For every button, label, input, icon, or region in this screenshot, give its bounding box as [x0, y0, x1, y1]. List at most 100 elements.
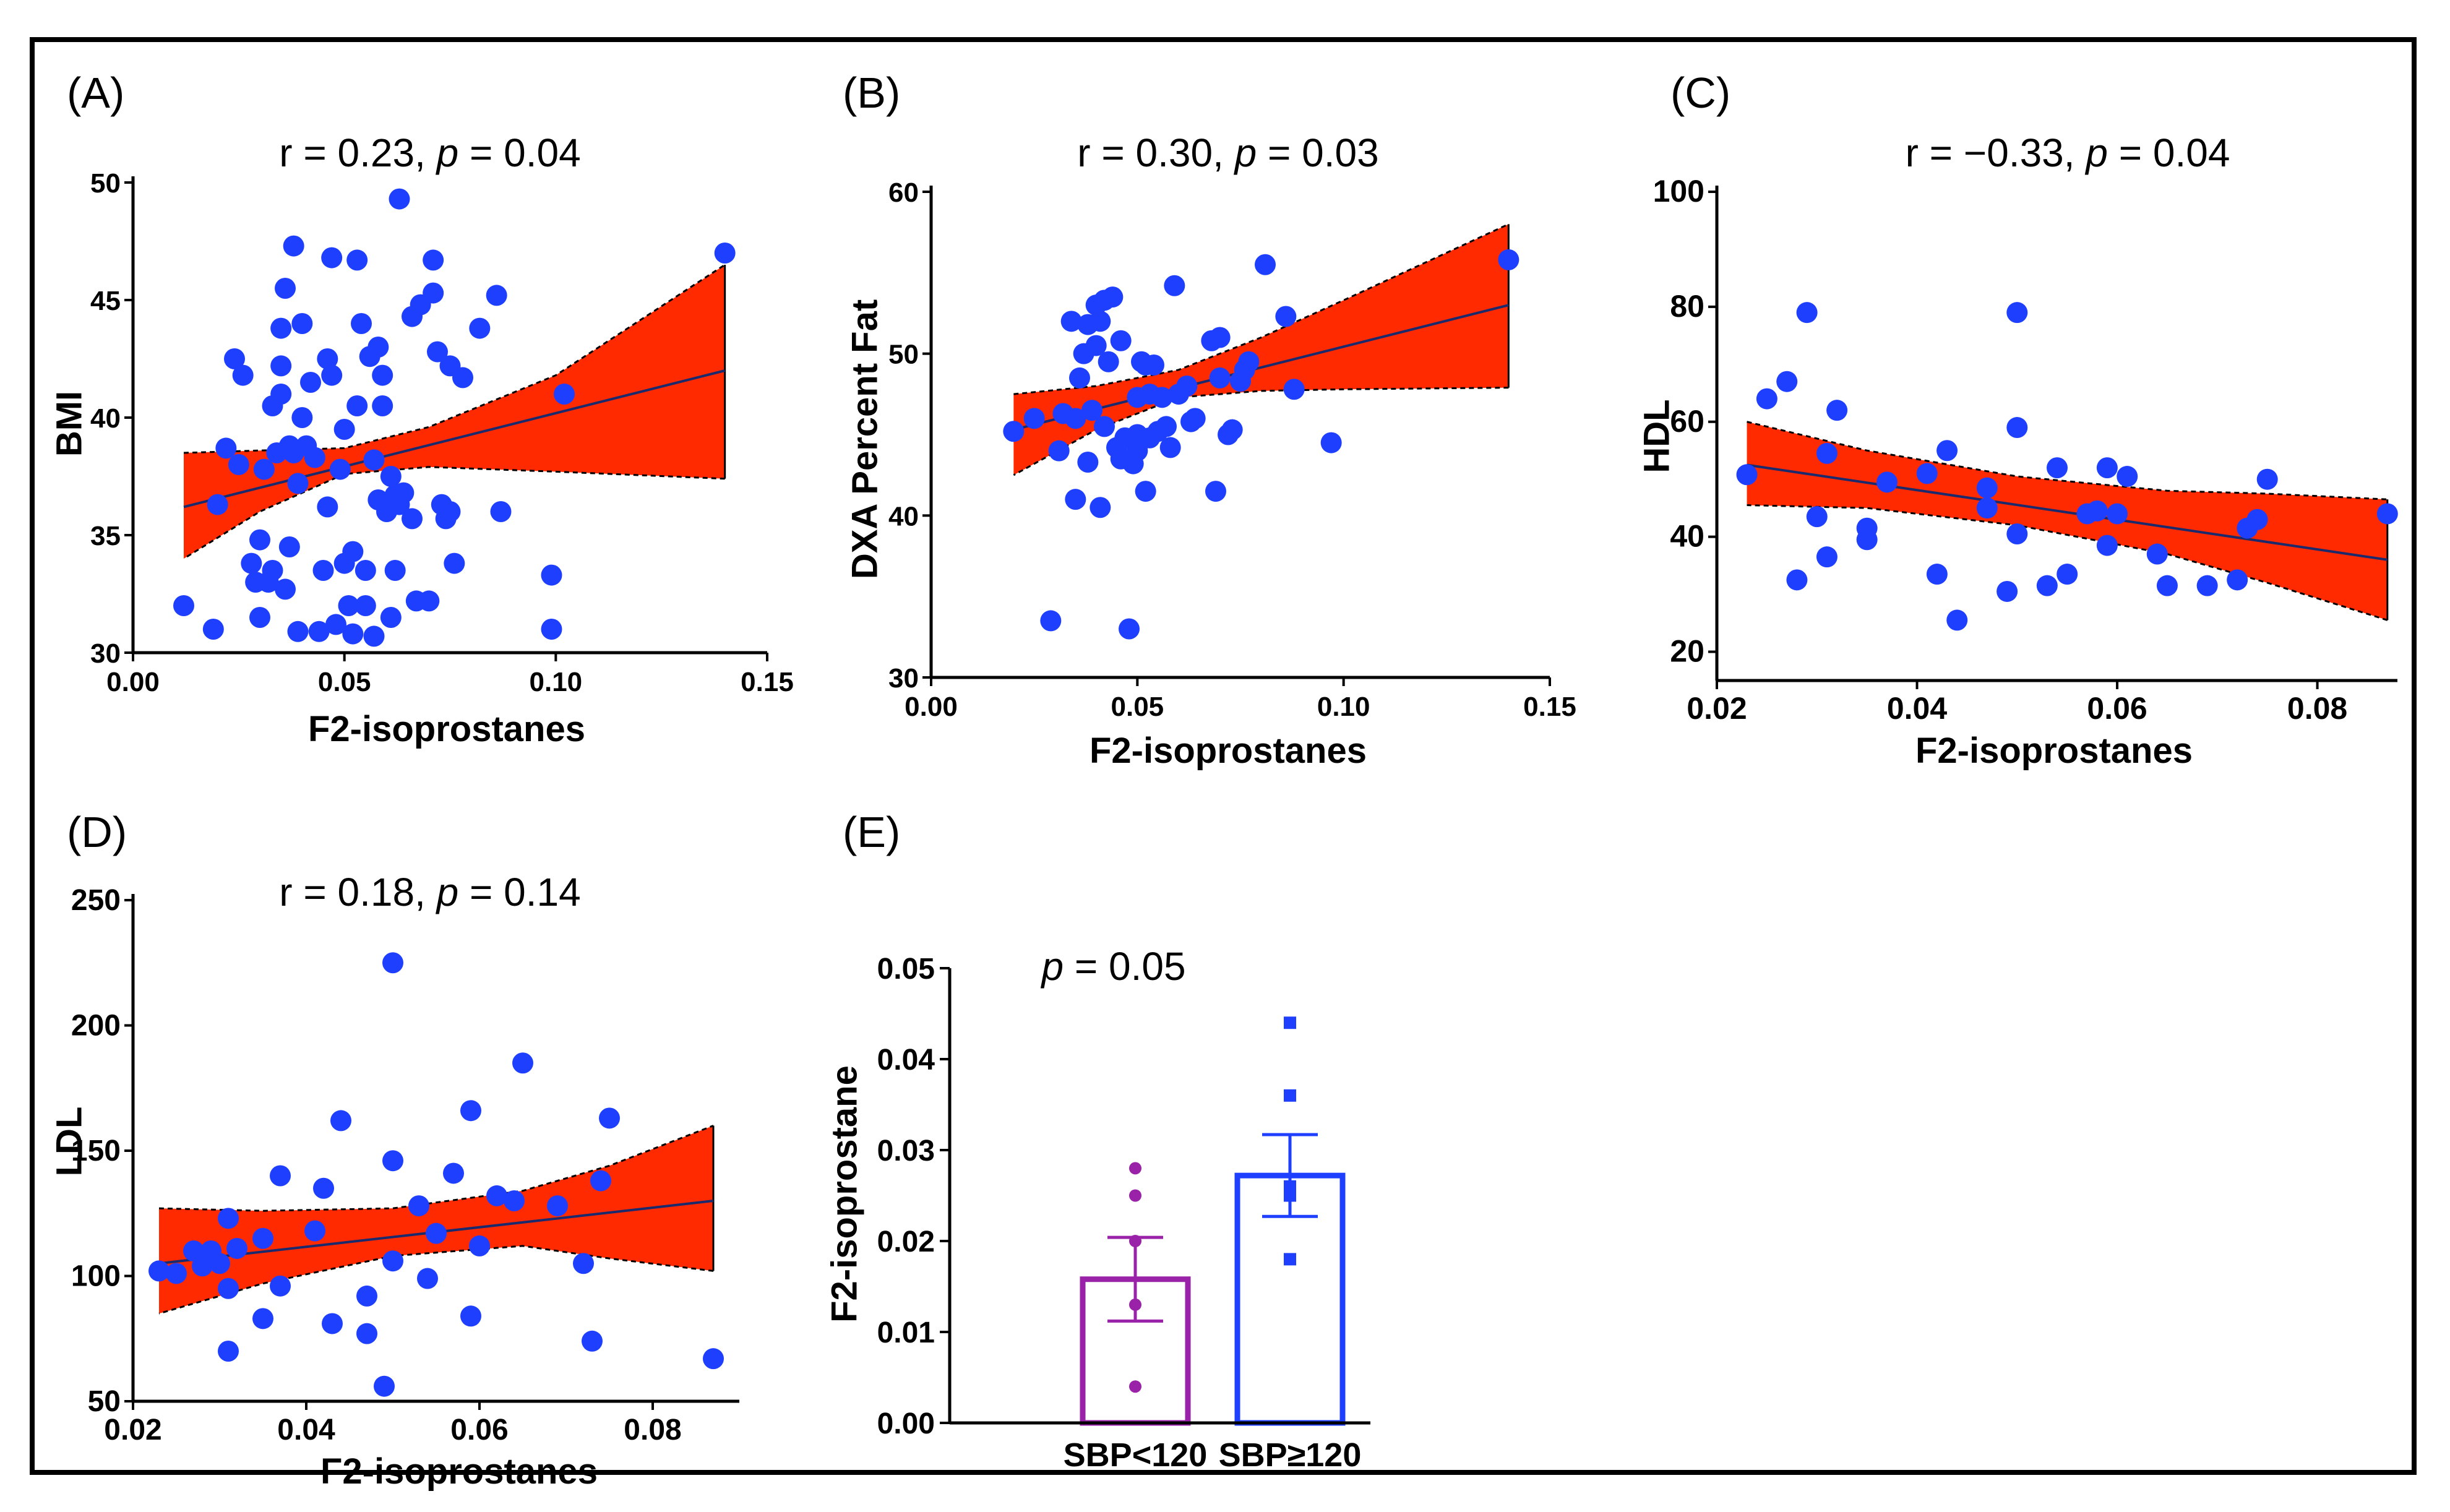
data-point	[541, 564, 562, 586]
band-upper-edge	[1013, 223, 1509, 395]
data-point	[389, 188, 410, 210]
data-point	[330, 1110, 351, 1132]
x-tick-label: 0.10	[1317, 692, 1370, 722]
data-point	[1164, 275, 1185, 296]
data-point	[368, 337, 389, 358]
data-point	[283, 235, 304, 257]
panel-a-label: (A)	[67, 69, 125, 117]
data-point	[382, 1250, 403, 1272]
panel-e-ylabel: F2-isoprostane	[824, 1065, 865, 1323]
y-tick-label: 200	[71, 1010, 121, 1042]
data-point	[547, 1195, 568, 1217]
data-point	[1786, 569, 1808, 591]
data-point	[300, 372, 321, 393]
data-point	[439, 501, 461, 522]
data-point	[355, 595, 376, 616]
data-point	[512, 1052, 533, 1074]
data-point	[541, 619, 562, 640]
data-point	[224, 348, 245, 369]
y-tick-label: 30	[90, 638, 121, 669]
data-point	[249, 607, 270, 628]
data-point	[423, 249, 444, 271]
data-point	[209, 1253, 230, 1274]
data-point	[2057, 564, 2078, 585]
data-point	[342, 541, 364, 562]
data-point	[287, 473, 309, 494]
y-tick-label: 35	[90, 521, 121, 551]
x-tick-label: 0.15	[741, 667, 794, 697]
data-point	[1238, 351, 1260, 372]
data-point	[408, 1195, 429, 1217]
data-point	[2256, 468, 2278, 490]
data-point	[1209, 327, 1231, 348]
category-label: SBP≥120	[1219, 1437, 1362, 1474]
data-point	[1946, 609, 1968, 631]
data-point	[1776, 371, 1798, 392]
data-point	[1816, 546, 1838, 568]
y-tick-label: 0.02	[877, 1226, 935, 1258]
data-point	[241, 552, 262, 574]
data-point	[202, 619, 224, 640]
data-point	[1275, 306, 1297, 327]
y-tick-label: 0.01	[877, 1317, 935, 1349]
data-point	[275, 578, 296, 600]
data-point	[1048, 440, 1070, 462]
y-tick-label: 45	[90, 286, 121, 316]
data-point	[253, 458, 275, 480]
y-tick-label: 50	[88, 1385, 121, 1418]
y-tick-label: 100	[71, 1260, 121, 1293]
data-point	[1498, 249, 1519, 270]
data-point	[363, 625, 385, 647]
bar-data-point	[1129, 1298, 1141, 1311]
x-tick-label: 0.08	[2287, 691, 2347, 726]
data-point	[374, 1375, 395, 1397]
data-point	[218, 1341, 239, 1362]
data-point	[1976, 477, 1998, 499]
x-tick-label: 0.00	[905, 692, 958, 722]
data-point	[287, 621, 309, 642]
data-point	[317, 496, 338, 518]
data-point	[384, 560, 406, 581]
data-point	[1081, 400, 1102, 421]
data-point	[1756, 388, 1777, 410]
data-point	[1060, 311, 1082, 332]
regression-line	[1747, 463, 2388, 561]
bar-data-point	[1284, 1089, 1296, 1102]
data-point	[2376, 503, 2398, 525]
panel-e-stat: p = 0.05	[1041, 944, 1186, 989]
data-point	[443, 1162, 464, 1184]
data-point	[313, 1177, 334, 1199]
data-point	[351, 313, 372, 334]
data-point	[590, 1170, 611, 1192]
x-tick-label: 0.10	[530, 667, 583, 697]
data-point	[504, 1190, 525, 1211]
regression-line	[183, 369, 726, 509]
data-point	[573, 1253, 594, 1274]
data-point	[1085, 335, 1107, 356]
y-tick-label: 50	[888, 340, 919, 370]
y-tick-label: 40	[888, 501, 919, 531]
data-point	[262, 560, 283, 581]
confidence-band	[159, 1125, 713, 1314]
data-point	[469, 1235, 490, 1256]
y-tick-label: 250	[71, 884, 121, 917]
panel-e-label: (E)	[843, 808, 901, 856]
y-tick-label: 20	[1670, 634, 1704, 669]
data-point	[1209, 367, 1231, 389]
y-tick-label: 30	[888, 663, 919, 694]
data-point	[166, 1263, 187, 1284]
data-point	[148, 1260, 170, 1282]
data-point	[490, 501, 512, 522]
data-point	[1156, 416, 1177, 437]
data-point	[275, 278, 296, 299]
x-tick-label: 0.02	[104, 1414, 161, 1446]
panel-b-stat: r = 0.30, p = 0.03	[1077, 131, 1379, 175]
data-point	[321, 364, 343, 386]
panel-d-xlabel: F2-isoprostanes	[320, 1451, 598, 1492]
data-point	[1221, 419, 1243, 440]
data-point	[703, 1348, 724, 1370]
x-tick-label: 0.06	[450, 1414, 508, 1446]
